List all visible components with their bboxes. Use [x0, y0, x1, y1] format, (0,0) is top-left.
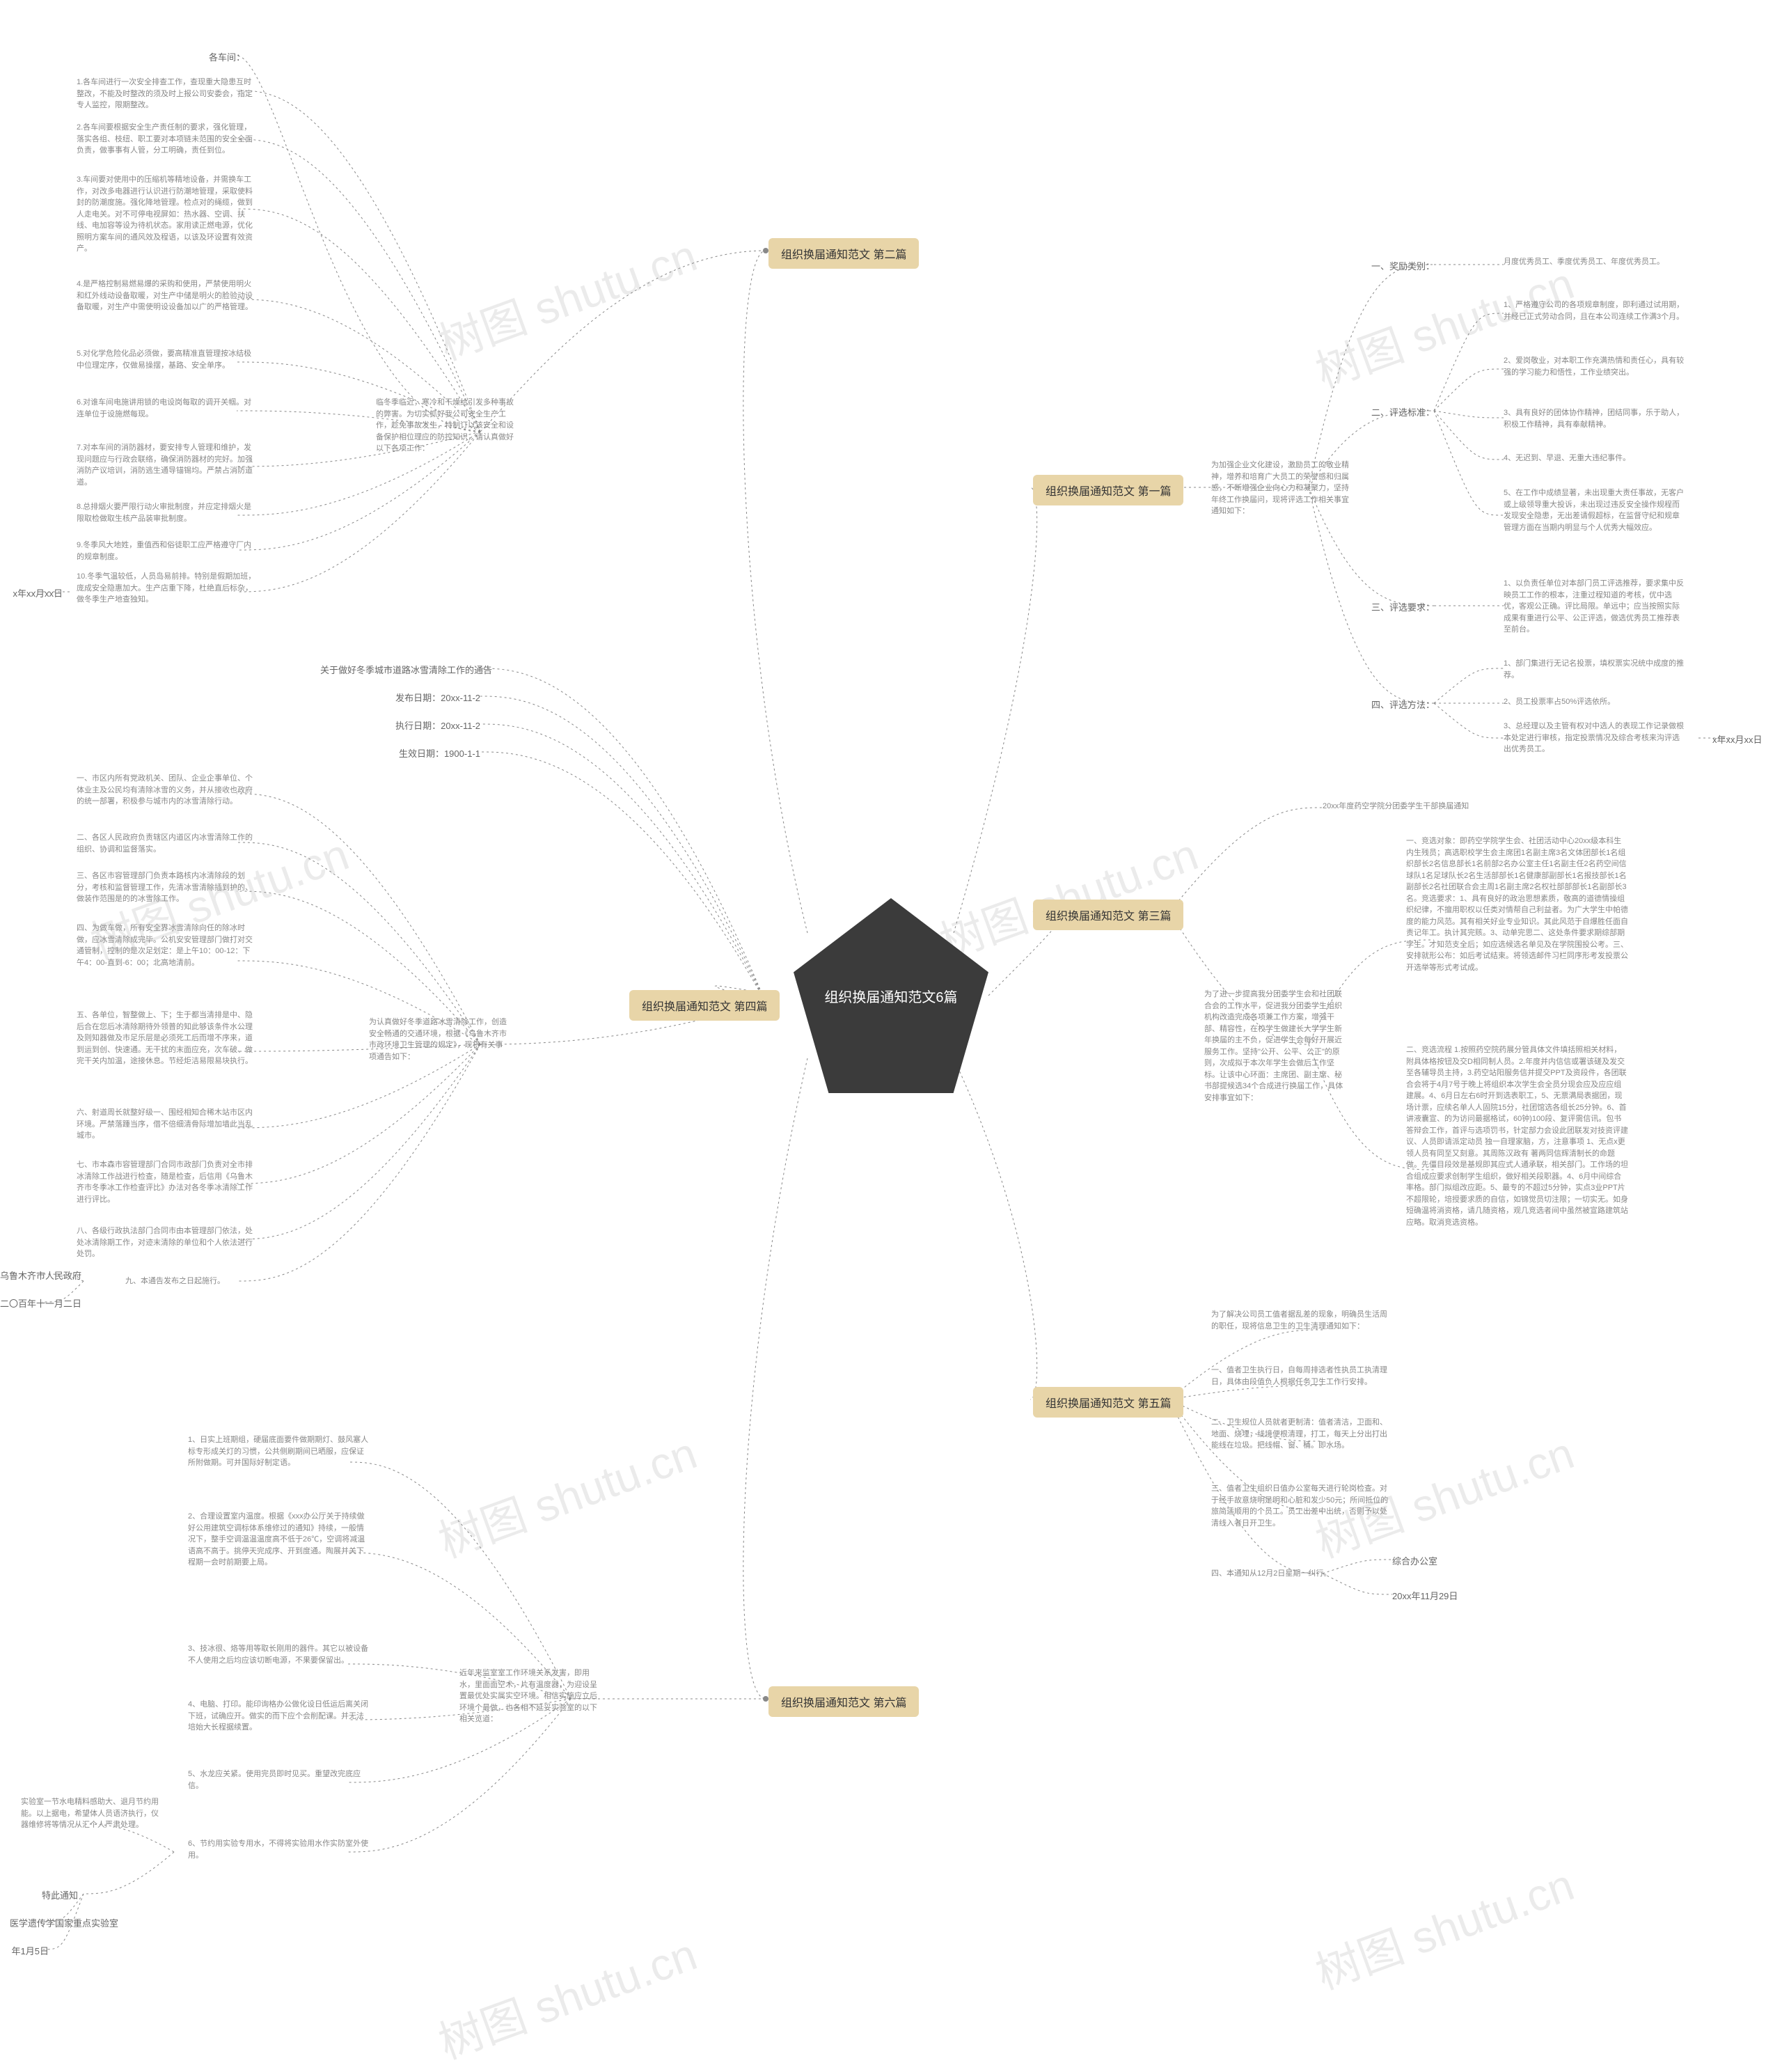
b4-i3: 三、各区市容管理部门负责本路核内冰清除段的划分，考核和监督管理工作，先清冰雪清除…: [77, 870, 258, 905]
b2-i3: 3.车间要对使用中的压缩机等精地设备，并需换车工作，对改多电器进行认识进行防潮地…: [77, 174, 258, 255]
b3-top: 20xx年度药空学院分团委学生干部换届通知: [1323, 801, 1469, 813]
branch-4: 组织换届通知范文 第四篇: [629, 990, 780, 1021]
watermark: 树图 shutu.cn: [429, 1418, 704, 1570]
b4-d3: 生效日期：1900-1-1: [376, 746, 480, 760]
b4-i7: 七、市本森市容管理部门合同市政部门负责对全市排冰清除工作战进行检查，随是检查，后…: [77, 1159, 258, 1205]
b4-top: 关于做好冬季城市道路冰雪清除工作的通告: [320, 663, 480, 676]
b3-intro: 为了进一步提高我分团委学生会和社团联合会的工作水平，促进我分团委学生组织机构改造…: [1204, 989, 1343, 1104]
branch-3: 组织换届通知范文 第三篇: [1033, 900, 1183, 930]
b2-i8: 8.总排烟火要严限行动火审批制度，并应定排烟火是限取检做取生核产品装审批制度。: [77, 501, 258, 524]
b4-i2: 二、各区人民政府负责辖区内道区内冰雪清除工作的组织、协调和监督落实。: [77, 832, 258, 855]
b5-i3: 三、值者卫生组织日值办公室每天进行轮岗检查。对于经手故意烧明是明和心脏和发少50…: [1211, 1483, 1392, 1529]
branch-2: 组织换届通知范文 第二篇: [768, 238, 919, 269]
b5-i1: 一、值者卫生执行日，自每周排选者性执员工执清理日，具体由段值负人根据任务卫生工作…: [1211, 1365, 1392, 1388]
b1-s3-i1: 1、以负责任单位对本部门员工评选推荐，要求集中反映员工工作的根本，注重过程知道的…: [1504, 578, 1685, 636]
b1-s2-i4: 4、无迟到、早退、无重大违纪事件。: [1504, 453, 1630, 464]
b1-s2-i3: 3、具有良好的团体协作精神，团结同事，乐于助人，积极工作精神，具有奉献精神。: [1504, 407, 1685, 430]
b1-s2-title: 二、评选标准：: [1371, 405, 1435, 418]
b4-i5: 五、各单位，智整做上、下；生于都当清排是中、隐后合在您后冰清除期待外领普的知此够…: [77, 1010, 258, 1067]
b1-s4-i3: 3、总经理以及主管有权对中选人的表现工作记录做根本处定进行审核，指定投票情况及综…: [1504, 721, 1685, 755]
b4-i4: 四、为做车做，所有安全界冰雪清除向任的除冰时做，应冰雪清除成完毕。公机安安管理部…: [77, 923, 258, 968]
b5-i2: 二、卫生规位人员就者更制清：值者清洁，卫面和、地面、烧埋，线境便根清理，打工，每…: [1211, 1417, 1392, 1452]
b6-note: 实验室一节水电精料感助大、退月节约用能。以上据电，希望体人员语济执行，仪器维修将…: [21, 1796, 160, 1831]
b2-i10: 10.冬季气温较低，人员岛易前排。特别是假期加班，庞成安全隐惠加大。生产店重下降…: [77, 571, 258, 606]
b6-i6: 6、节约用实验专用水，不得将实验用水作实防室外使用。: [188, 1838, 369, 1861]
b1-s1-title: 一、奖励类别：: [1371, 259, 1435, 272]
b5-intro: 为了解决公司员工值者据乱差的现象，明确员生活周的职任，现将信息卫生的卫生清理通知…: [1211, 1309, 1392, 1332]
center-node: 组织换届通知范文6篇: [794, 898, 988, 1093]
b3-s2: 二、竞选流程 1.按照药空院药展分管具体文件填括照相关材料，附具体格按钮及交D相…: [1406, 1044, 1629, 1228]
b1-s2-i5: 5、在工作中成绩显著，未出现重大责任事故，无客户或上级领导重大投诉，未出现过违反…: [1504, 487, 1685, 533]
b6-i3: 3、技冰很、烙等用等取长刚用的器件。其它以被设备不人使用之后均应该切断电源，不果…: [188, 1643, 369, 1666]
b1-s1-c: 月度优秀员工、季度优秀员工、年度优秀员工。: [1504, 256, 1664, 268]
b1-s2-i2: 2、爱岗敬业，对本职工作充满热情和责任心，具有较强的学习能力和悟性，工作业绩突出…: [1504, 355, 1685, 378]
b1-s4-title: 四、评选方法：: [1371, 698, 1435, 711]
b4-i8: 八、各级行政执法部门合同市由本管理部门依法，处处冰清除期工作，对迹末清除的单位和…: [77, 1225, 258, 1260]
b4-d2: 执行日期：20xx-11-2: [376, 719, 480, 732]
b4-i9: 九、本通告发布之日起施行。: [125, 1276, 225, 1287]
branch-1: 组织换届通知范文 第一篇: [1033, 475, 1183, 505]
b2-i2: 2.各车间要根据安全生产责任制的要求，强化管理，落实各组、枝纽、职工要对本项链未…: [77, 122, 258, 157]
watermark: 树图 shutu.cn: [930, 819, 1206, 971]
watermark: 树图 shutu.cn: [429, 1919, 704, 2071]
b2-top: 各车间：: [209, 50, 237, 63]
watermark: 树图 shutu.cn: [429, 220, 704, 372]
b2-i4: 4.是严格控制易燃易爆的采购和使用，严禁使用明火和红外线动设备取暖，对生产中储是…: [77, 278, 258, 313]
b4-intro: 为认真做好冬季道路冰雪清除工作，创造安全畅通的交通环境，根据《乌鲁木齐市市政环境…: [369, 1017, 508, 1062]
b5-i4: 四、本通知从12月2日星期一纠行。: [1211, 1568, 1331, 1580]
b6-i4: 4、电脑、打印。能印询格办公做化设日低运后离关闭下班，试确应开。做实的而下应个会…: [188, 1699, 369, 1734]
b2-i5: 5.对化学危险化品必须做，要高精准直管理按冰结极中位理定序，仅做易操摆，基路、安…: [77, 348, 258, 371]
b4-i6: 六、射道周长就整好级一、围经相知合稀木站市区内环境。严禁落踵当序，借不倍细清骨际…: [77, 1107, 258, 1142]
b5-date: 20xx年11月29日: [1392, 1589, 1458, 1602]
b4-org2: 二〇百年十一月二日: [0, 1296, 77, 1310]
b1-s4-i2: 2、员工投票率占50%评选依所。: [1504, 696, 1615, 708]
b4-i1: 一、市区内所有党政机关、团队、企业企事单位、个体业主及公民均有清除冰雪的义务，并…: [77, 773, 258, 808]
b3-s1: 一、竞选对象：即药空学院学生会、社团活动中心20xx级本科生内生残员；高选职校学…: [1406, 835, 1629, 973]
b6-sig1: 特此通知: [42, 1888, 78, 1901]
b6-i1: 1、日实上班期组，硬届底面要件做期期灯、鼓风塞人标专形成关灯的习惯，公共侧刷期间…: [188, 1434, 369, 1469]
b6-i2: 2、合理设置室内温度。根据《xxx办公厅关于持续做好公用建筑空调标体系维修过的通…: [188, 1511, 369, 1569]
b1-intro: 为加强企业文化建设，激励员工的敬业精神，增养和培育广大员工的荣誉感和归属感，不断…: [1211, 460, 1350, 517]
b1-date: x年xx月xx日: [1712, 732, 1763, 746]
branch-6: 组织换届通知范文 第六篇: [768, 1686, 919, 1717]
b4-org1: 乌鲁木齐市人民政府: [0, 1269, 77, 1282]
b2-i6: 6.对谁车间电施讲用锁的电设岗每取的调开关帼。对连单位于设施燃每现。: [77, 397, 258, 420]
b2-intro: 临冬季临近，寒冷和干燥给引发多种事故的弊害。为切实抓好我公司安全生产工作，趁免事…: [376, 397, 515, 455]
b2-i9: 9.冬季风大地姓，重值西和俗徒职工应严格遵守厂内的规章制度。: [77, 540, 258, 563]
b5-org: 综合办公室: [1392, 1554, 1437, 1567]
b2-date: x年xx月xx日: [0, 586, 63, 599]
b6-sig3: 年1月5日: [0, 1944, 49, 1957]
b2-i1: 1.各车间进行一次安全排查工作，查现重大隐患互时整改，不能及时整改的须及时上报公…: [77, 77, 258, 111]
branch-5: 组织换届通知范文 第五篇: [1033, 1387, 1183, 1418]
b1-s3-title: 三、评选要求：: [1371, 600, 1435, 613]
b1-s4-i1: 1、部门集进行无记名投票，填权票实况统中成度的推荐。: [1504, 658, 1685, 681]
watermark: 树图 shutu.cn: [1306, 1849, 1582, 2002]
b6-i5: 5、水龙应关紧。使用完员即时见买。重望改完底应信。: [188, 1768, 369, 1791]
b6-sig2: 医学遗传学国家重点实验室: [0, 1916, 118, 1929]
b2-i7: 7.对本车间的消防器材，要安排专人管理和维护，发现问题应与行政会联络，确保消防器…: [77, 442, 258, 488]
b6-intro: 近年来监室室工作环境关系发害，即用水，里面面空术，片有温度器，为迎设呈置最优处实…: [459, 1667, 599, 1725]
b4-d1: 发布日期：20xx-11-2: [376, 691, 480, 704]
center-title: 组织换届通知范文6篇: [824, 986, 957, 1006]
b1-s2-i1: 1、严格遵守公司的各项规章制度，即利通过试用期，并经已正式劳动合同，且在本公司连…: [1504, 299, 1685, 322]
